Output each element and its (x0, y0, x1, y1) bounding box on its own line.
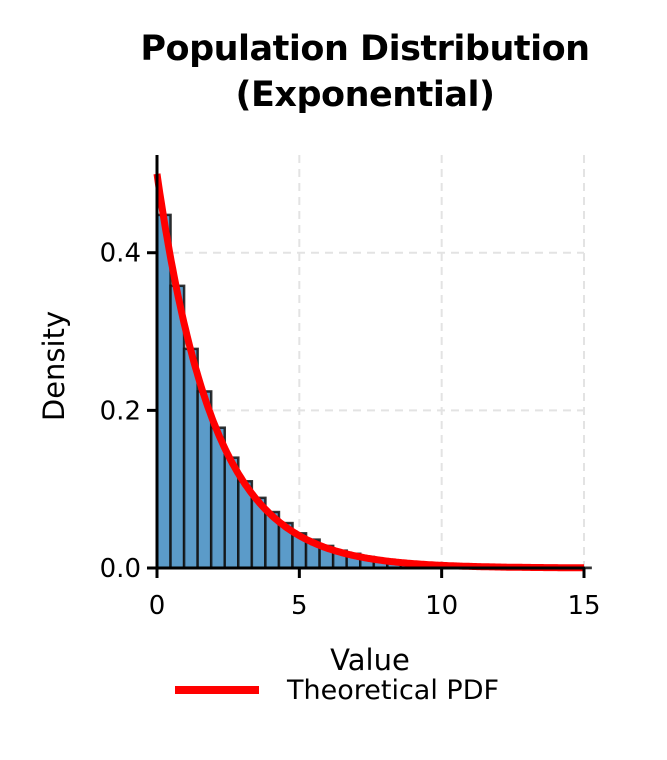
x-axis-label: Value (330, 643, 410, 677)
histogram-bar (182, 347, 199, 570)
y-tick-label: 0.4 (100, 239, 141, 269)
legend: Theoretical PDF (175, 668, 499, 712)
y-axis-ticks: 0.0 0.2 0.4 (100, 239, 157, 584)
x-tick-label: 0 (149, 591, 166, 621)
axes (155, 155, 585, 570)
y-tick-label: 0.0 (100, 554, 141, 584)
chart-title: Population Distribution (Exponential) (95, 26, 635, 118)
chart-title-line-1: Population Distribution (140, 29, 590, 69)
x-axis-ticks: 0 5 10 15 (149, 568, 601, 621)
x-tick-label: 5 (291, 591, 308, 621)
grid-lines (157, 155, 585, 568)
x-tick-label: 15 (567, 591, 600, 621)
y-axis-label: Density (37, 311, 71, 421)
histogram-bar (155, 213, 172, 570)
legend-label-theoretical-pdf: Theoretical PDF (287, 674, 500, 706)
histogram-bars (155, 213, 592, 570)
y-tick-label: 0.2 (100, 396, 141, 426)
legend-line-swatch (175, 686, 259, 694)
x-tick-label: 10 (425, 591, 458, 621)
chart-title-line-2: (Exponential) (235, 75, 496, 115)
